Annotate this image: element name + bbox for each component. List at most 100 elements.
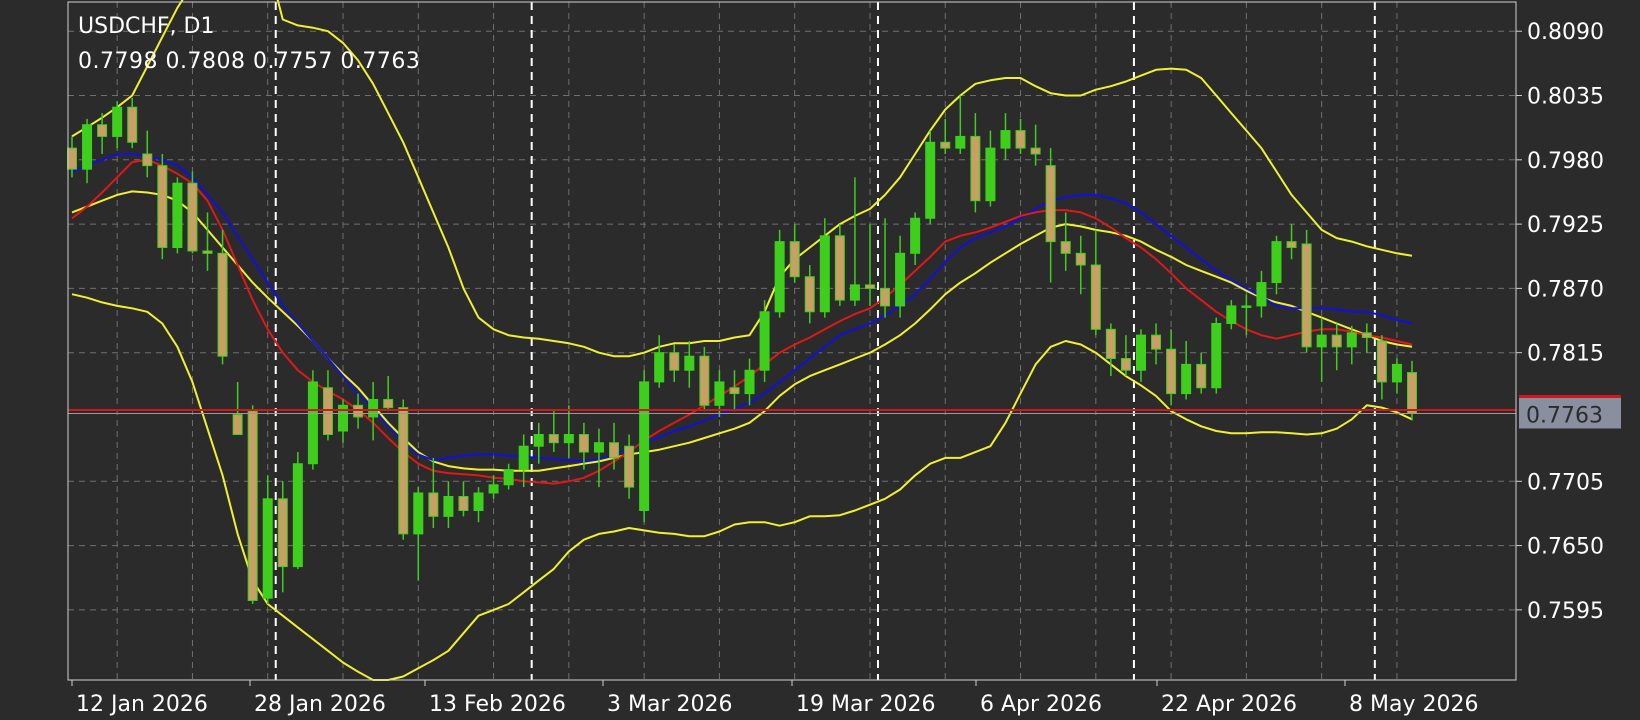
candle-body-bearish: [669, 352, 680, 371]
candle: [533, 422, 544, 464]
candle-body-bearish: [428, 492, 439, 517]
candle-body-bearish: [970, 135, 981, 202]
candle: [1105, 323, 1116, 377]
candle-body-bullish: [849, 284, 860, 301]
candle-body-bullish: [1346, 332, 1357, 348]
candle: [849, 177, 860, 306]
candle-body-bullish: [1241, 305, 1252, 308]
candle: [759, 300, 770, 382]
candle-body-bearish: [1331, 334, 1342, 348]
candle: [503, 463, 514, 490]
candle: [322, 370, 333, 441]
candle: [1045, 148, 1056, 283]
candle: [819, 218, 830, 318]
candle: [654, 335, 665, 388]
candle: [578, 422, 589, 470]
candle: [1166, 329, 1177, 406]
candle: [1030, 124, 1041, 166]
current-price-tag: 0.7763: [1519, 394, 1621, 429]
candle-body-bullish: [307, 381, 318, 465]
candle-body-bearish: [699, 355, 710, 406]
candle: [232, 381, 243, 436]
candle: [1346, 325, 1357, 365]
moving-averages: [71, 153, 1413, 485]
time-tick-label: 12 Jan 2026: [76, 692, 208, 717]
candle: [563, 405, 574, 458]
candle: [1391, 358, 1402, 394]
candle-body-bullish: [292, 463, 303, 568]
candle-body-bearish: [1151, 334, 1162, 350]
red-moving-average-line: [71, 158, 1413, 485]
candle: [970, 113, 981, 213]
candle: [955, 95, 966, 154]
candle: [744, 358, 755, 406]
candle-body-bearish: [1030, 147, 1041, 155]
candle: [699, 346, 710, 412]
candle-body-bearish: [834, 235, 845, 301]
candle-body-bearish: [232, 414, 243, 436]
candle: [609, 422, 620, 470]
candlesticks: [67, 95, 1417, 605]
candle: [774, 229, 785, 318]
candle: [217, 229, 228, 365]
candle: [910, 212, 921, 266]
candle: [187, 171, 198, 254]
candle-body-bearish: [187, 182, 198, 252]
candle: [488, 475, 499, 499]
candle-body-bullish: [744, 369, 755, 395]
candle: [142, 130, 153, 178]
candle-body-bullish: [1226, 305, 1237, 324]
candle-body-bullish: [1000, 130, 1011, 149]
candle: [1226, 300, 1237, 330]
candle: [1286, 224, 1297, 260]
candle-body-bullish: [1256, 282, 1267, 307]
candle: [1271, 235, 1282, 295]
time-tick-label: 6 Apr 2026: [980, 692, 1102, 717]
candle: [1361, 323, 1372, 353]
candle-body-bearish: [1376, 340, 1387, 383]
candle-body-bullish: [714, 381, 725, 406]
candle: [804, 265, 815, 324]
candle: [1241, 294, 1252, 336]
candle-body-bearish: [548, 434, 559, 444]
candle: [307, 370, 318, 470]
candle-body-bearish: [202, 250, 213, 254]
candle-body-bullish: [82, 124, 93, 170]
price-tick-label: 0.8090: [1527, 20, 1604, 45]
time-tick-label: 3 Mar 2026: [607, 692, 732, 717]
candle-body-bullish: [443, 495, 454, 517]
candle: [383, 376, 394, 412]
candle-body-bearish: [277, 498, 288, 568]
candle-body-bullish: [488, 484, 499, 494]
candle-body-bearish: [157, 165, 168, 248]
candle: [729, 370, 740, 412]
candle: [112, 101, 123, 149]
candle-body-bullish: [338, 404, 349, 432]
bollinger-upper-line: [71, 0, 1413, 358]
candle: [97, 113, 108, 154]
candle-body-bearish: [383, 398, 394, 409]
candle-body-bullish: [563, 434, 574, 444]
candle-body-bearish: [1286, 241, 1297, 248]
candle-body-bullish: [112, 106, 123, 137]
candle: [157, 153, 168, 260]
candle-body-bearish: [940, 141, 951, 149]
candle: [1120, 335, 1131, 377]
candle-body-bullish: [172, 182, 183, 248]
candle-body-bearish: [578, 434, 589, 453]
current-price-tag-box: [1519, 396, 1621, 429]
bollinger-bands: [71, 0, 1413, 681]
candle: [669, 344, 680, 382]
candle-body-bullish: [413, 492, 424, 535]
candle: [1015, 118, 1026, 154]
candle-body-bearish: [458, 495, 469, 511]
candle-body-bullish: [1181, 363, 1192, 395]
candle-body-bullish: [1271, 241, 1282, 284]
candle-body-bullish: [518, 445, 529, 471]
candle: [684, 341, 695, 388]
candle-body-bearish: [217, 252, 228, 357]
candle-body-bearish: [247, 410, 258, 602]
candle-body-bullish: [639, 381, 650, 511]
candle: [880, 218, 891, 318]
